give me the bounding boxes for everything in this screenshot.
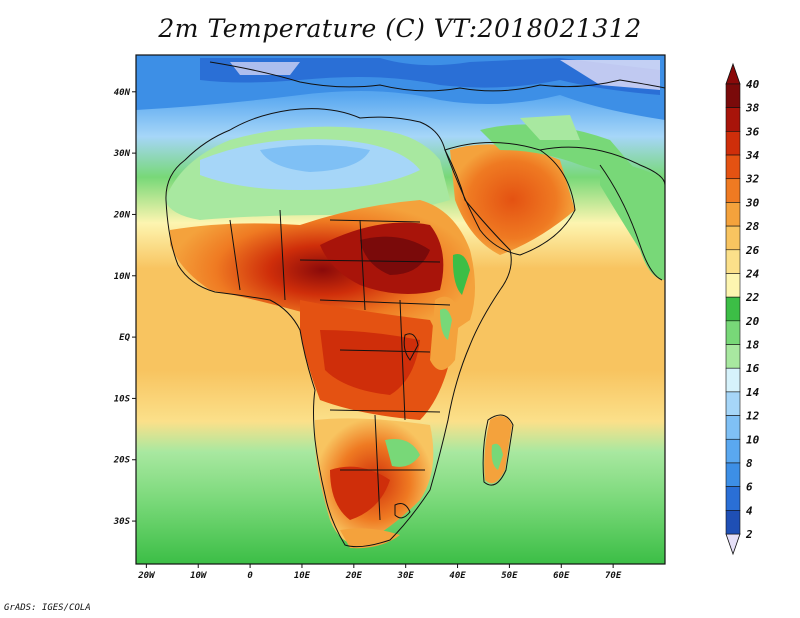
colorbar-label: 6 <box>746 481 753 494</box>
colorbar-box <box>725 107 741 132</box>
colorbar-box <box>725 131 741 156</box>
colorbar-box <box>725 154 741 180</box>
colorbar-label: 36 <box>745 125 760 138</box>
lat-tick-label: 30S <box>113 517 131 527</box>
lat-tick-label: 10N <box>114 272 131 282</box>
lat-tick-label: 10S <box>114 394 131 404</box>
lon-tick-label: 50E <box>501 571 518 581</box>
colorbar-label: 22 <box>745 291 760 304</box>
colorbar-label: 4 <box>746 504 753 517</box>
colorbar-label: 18 <box>746 339 760 352</box>
lat-tick-label: 40N <box>114 88 131 98</box>
grads-credit: GrADS: IGES/COLA <box>4 603 91 613</box>
colorbar-label: 24 <box>745 267 760 280</box>
colorbar-box <box>725 83 741 108</box>
colorbar-label: 34 <box>745 149 760 162</box>
colorbar-box <box>725 296 741 322</box>
colorbar-under-triangle <box>725 533 741 556</box>
colorbar-label: 2 <box>745 528 753 541</box>
lat-tick-label: 20N <box>113 210 131 220</box>
map-frame <box>135 54 666 565</box>
lon-tick-label: 20W <box>137 571 156 581</box>
colorbar-over-triangle <box>725 62 741 85</box>
colorbar-box <box>725 391 741 416</box>
lon-tick-label: 40E <box>449 571 466 581</box>
colorbar-label: 12 <box>746 410 760 423</box>
colorbar-box <box>725 320 741 345</box>
colorbar-box <box>725 249 741 274</box>
colorbar-box <box>725 178 741 203</box>
lon-tick-label: 70E <box>605 571 622 581</box>
colorbar-label: 20 <box>745 315 760 328</box>
lat-tick-label: 20S <box>113 456 131 466</box>
colorbar-box <box>725 344 741 369</box>
lon-tick-label: 10W <box>190 571 208 581</box>
colorbar-box <box>725 225 741 251</box>
lon-tick-label: 60E <box>553 571 570 581</box>
plot-title: 2m Temperature (C) VT:2018021312 <box>158 14 642 43</box>
colorbar-label: 28 <box>745 220 760 233</box>
colorbar-label: 30 <box>745 196 760 209</box>
colorbar-label: 32 <box>745 173 760 186</box>
colorbar-label: 40 <box>746 78 760 91</box>
lon-tick-label: 20E <box>345 571 363 581</box>
lat-tick-label: EQ <box>119 333 130 343</box>
colorbar-label: 38 <box>745 102 760 115</box>
colorbar-label: 8 <box>746 457 753 470</box>
longitude-ticks: 20W 10W 0 10E 20E 30E 40E 50E 60E 70E <box>137 564 622 581</box>
colorbar-label: 10 <box>746 433 760 446</box>
colorbar-label: 26 <box>745 244 760 257</box>
colorbar-box <box>725 202 741 227</box>
colorbar-box <box>725 415 741 440</box>
colorbar-box <box>725 486 741 511</box>
country-outlines <box>165 61 665 548</box>
colorbar-label: 14 <box>746 386 760 399</box>
colorbar-box <box>725 367 741 393</box>
lon-tick-label: 10E <box>294 571 311 581</box>
colorbar-box <box>725 462 741 487</box>
colorbar-box <box>725 510 741 535</box>
map-field <box>136 55 665 564</box>
colorbar-box <box>725 438 741 464</box>
lon-tick-label: 30E <box>397 571 415 581</box>
colorbar-box <box>725 273 741 298</box>
latitude-ticks: 40N 30N 20N 10N EQ 10S 20S 30S <box>113 88 136 527</box>
colorbar-label: 16 <box>746 362 760 375</box>
lon-tick-label: 0 <box>247 571 253 581</box>
lat-tick-label: 30N <box>113 149 131 159</box>
